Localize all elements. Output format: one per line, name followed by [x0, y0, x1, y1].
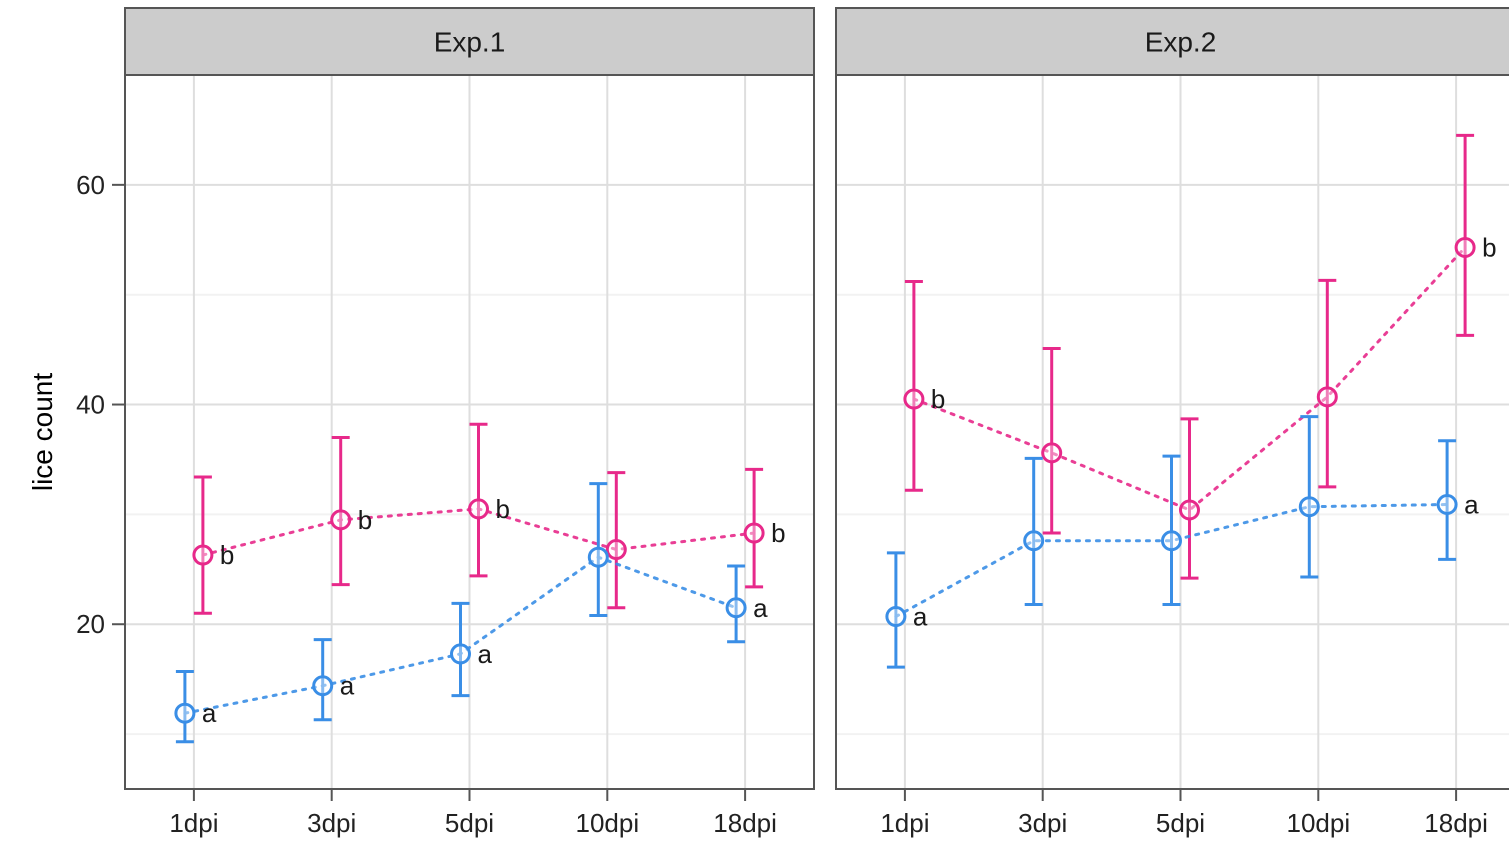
- panel-2: Exp.2 1dpi 3dpi 5dpi 10dpi 18dpi b b a a: [835, 7, 1509, 838]
- significance-letter: b: [931, 384, 945, 414]
- significance-letter: b: [496, 494, 510, 524]
- facet-strip: [124, 7, 815, 76]
- data-point: [174, 702, 196, 724]
- data-point: [725, 597, 747, 619]
- significance-letter: a: [753, 593, 768, 623]
- x-tick-label: 10dpi: [1286, 808, 1350, 838]
- data-point: [468, 498, 489, 520]
- y-tick-label: 60: [76, 170, 105, 200]
- data-point: [1454, 236, 1476, 258]
- facet-title: Exp.1: [434, 27, 506, 58]
- data-point: [587, 546, 609, 568]
- data-point: [605, 539, 627, 561]
- panel-1: Exp.1 1dpi 3dpi 5dpi 10dpi 18dpi b b b b a a a a: [124, 7, 815, 838]
- series-line: [894, 502, 1449, 619]
- x-tick-label: 18dpi: [1424, 808, 1488, 838]
- data-point: [312, 675, 334, 697]
- significance-letter: a: [1464, 489, 1479, 519]
- x-tick-label: 3dpi: [307, 808, 356, 838]
- data-point: [1436, 493, 1458, 515]
- data-point: [903, 388, 925, 410]
- plot-background: [836, 75, 1509, 789]
- y-tick-label: 40: [76, 390, 105, 420]
- x-tick-label: 1dpi: [880, 808, 929, 838]
- data-point: [1316, 386, 1338, 408]
- significance-letter: b: [220, 540, 234, 570]
- series-line: [912, 245, 1467, 512]
- data-point: [1041, 442, 1063, 464]
- x-tick-label: 18dpi: [713, 808, 777, 838]
- data-point: [330, 509, 352, 531]
- significance-letter: a: [913, 602, 928, 632]
- x-tick-label: 10dpi: [575, 808, 639, 838]
- significance-letter: b: [1482, 232, 1496, 262]
- data-point: [1023, 530, 1045, 552]
- facet-title: Exp.2: [1145, 27, 1217, 58]
- significance-letter: a: [202, 698, 217, 728]
- data-point: [192, 544, 214, 566]
- significance-letter: a: [478, 639, 493, 669]
- data-point: [743, 522, 765, 544]
- y-axis-label: lice count: [27, 373, 58, 492]
- x-tick-label: 5dpi: [445, 808, 494, 838]
- significance-letter: b: [771, 518, 785, 548]
- data-point: [885, 606, 907, 628]
- data-point: [1161, 530, 1182, 552]
- x-tick-label: 1dpi: [169, 808, 218, 838]
- data-point: [450, 643, 471, 665]
- data-point: [1179, 499, 1200, 521]
- y-tick-label: 20: [76, 609, 105, 639]
- data-point: [1298, 496, 1320, 518]
- significance-letter: b: [358, 505, 372, 535]
- significance-letter: a: [340, 671, 355, 701]
- x-tick-label: 5dpi: [1156, 808, 1205, 838]
- x-tick-label: 3dpi: [1018, 808, 1067, 838]
